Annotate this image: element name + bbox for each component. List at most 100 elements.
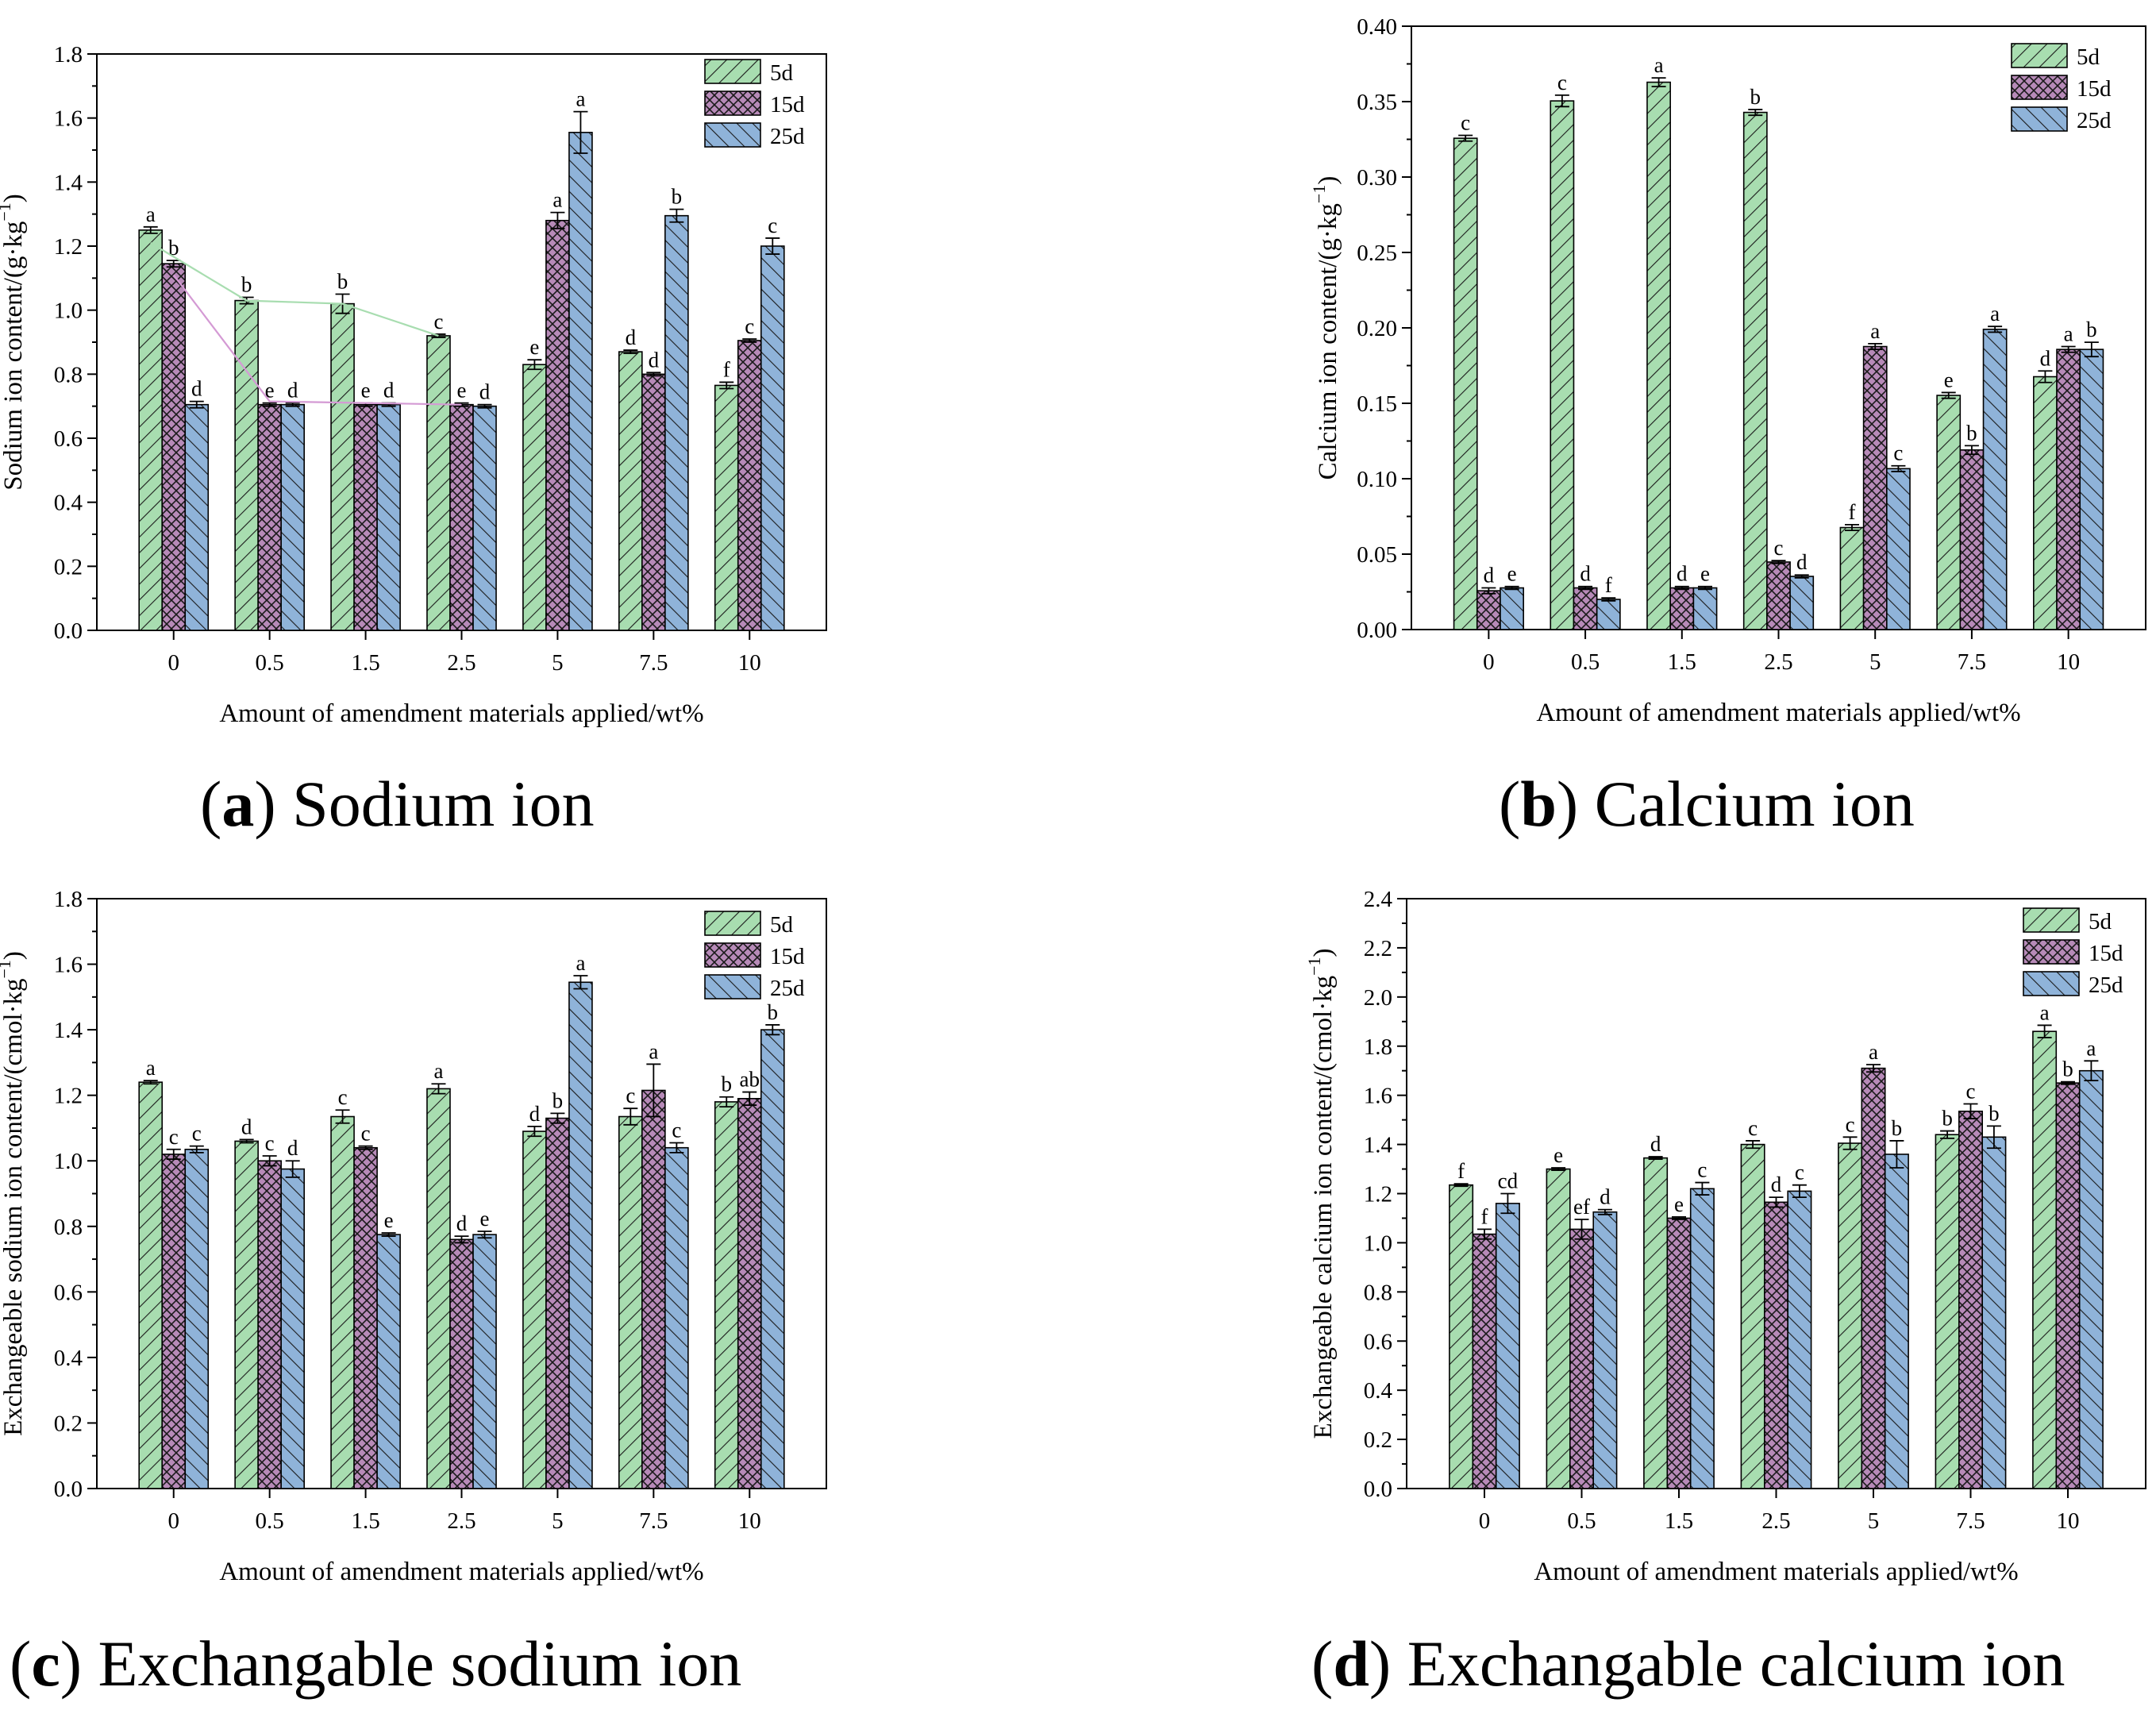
- y-axis-title-tail: ): [1314, 176, 1342, 185]
- significance-letter: b: [241, 273, 252, 297]
- significance-letter: d: [2040, 346, 2051, 370]
- y-tick-label: 0.4: [54, 491, 83, 516]
- legend-swatch-15d: [2023, 939, 2080, 965]
- y-tick-label: 0.8: [54, 1215, 83, 1240]
- legend-label-5d: 5d: [2089, 909, 2112, 934]
- significance-letter: e: [1700, 562, 1710, 586]
- y-tick-label: 1.0: [1364, 1231, 1392, 1256]
- y-tick-label: 1.0: [54, 1149, 83, 1174]
- significance-letter: b: [337, 270, 348, 294]
- y-axis-title: Exchangeable calcium ion content/(cmol·k…: [1304, 948, 1338, 1439]
- y-tick-label: 2.4: [1364, 887, 1393, 912]
- caption-b: (b) Calcium ion: [1499, 768, 1915, 840]
- x-tick-label: 10: [738, 1508, 761, 1534]
- y-axis-title-tail: ): [1309, 948, 1338, 957]
- bar-5d: [1936, 395, 1962, 630]
- bar-15d: [1472, 1233, 1497, 1489]
- bar-5d: [426, 1088, 451, 1489]
- legend-swatch-5d: [704, 59, 761, 84]
- significance-letter: d: [1677, 562, 1688, 586]
- significance-letter: f: [1849, 500, 1856, 524]
- legend-label-25d: 25d: [770, 976, 805, 1001]
- legend-label-15d: 15d: [770, 944, 805, 969]
- bar-5d: [1839, 526, 1865, 630]
- bar-5d: [1550, 100, 1575, 630]
- bar-25d: [568, 981, 593, 1489]
- y-tick-label: 0.2: [54, 1411, 83, 1436]
- y-tick-label: 1.6: [1364, 1084, 1392, 1109]
- bar-5d: [1449, 1184, 1474, 1489]
- significance-letter: a: [146, 202, 156, 226]
- significance-letter: b: [1942, 1107, 1953, 1130]
- significance-letter: a: [552, 188, 562, 212]
- bar-5d: [522, 364, 547, 631]
- y-tick-label: 0.6: [1364, 1329, 1392, 1354]
- significance-letter: f: [723, 357, 730, 381]
- bar-25d: [376, 1234, 401, 1489]
- significance-letter: c: [1461, 111, 1470, 135]
- caption-b-text: Calcium ion: [1594, 768, 1915, 840]
- y-axis-title-main: Exchangeable calcium ion content/(cmol·k…: [1309, 976, 1338, 1439]
- x-tick-label: 0.5: [256, 650, 284, 676]
- x-tick-label: 10: [2057, 1508, 2080, 1534]
- y-tick-label: 2.0: [1364, 985, 1392, 1011]
- legend-label-15d: 15d: [2077, 76, 2112, 102]
- x-axis-title: Amount of amendment materials applied/wt…: [1536, 699, 2020, 727]
- significance-letter: c: [361, 1122, 371, 1146]
- bar-25d: [280, 1168, 305, 1489]
- significance-letter: d: [649, 348, 660, 372]
- bar-15d: [1958, 1110, 1984, 1489]
- significance-letter: d: [383, 379, 395, 403]
- significance-letter: c: [169, 1125, 179, 1149]
- x-tick-label: 2.5: [447, 650, 475, 676]
- bar-5d: [1935, 1134, 1960, 1489]
- bar-5d: [1453, 137, 1478, 630]
- bar-15d: [2056, 349, 2081, 630]
- y-tick-label: 1.4: [54, 1018, 83, 1043]
- significance-letter: d: [626, 325, 637, 349]
- legend-label-5d: 5d: [2077, 44, 2100, 70]
- x-tick-label: 1.5: [1665, 1508, 1693, 1534]
- x-tick-label: 10: [738, 650, 761, 676]
- bar-25d: [1981, 1136, 2007, 1489]
- significance-letter: b: [2062, 1057, 2073, 1081]
- bar-5d: [1838, 1142, 1863, 1489]
- bar-5d: [522, 1130, 547, 1489]
- legend-label-5d: 5d: [770, 912, 794, 938]
- significance-letter: a: [1990, 302, 2000, 325]
- legend-label-25d: 25d: [2077, 108, 2112, 133]
- y-axis-title: Sodium ion content/(g·kg−1): [0, 194, 28, 491]
- y-tick-label: 1.0: [54, 299, 83, 324]
- bar-15d: [737, 340, 762, 631]
- bar-5d: [618, 351, 643, 631]
- significance-letter: d: [1580, 562, 1591, 586]
- bar-25d: [1500, 587, 1524, 630]
- y-tick-label: 0.15: [1357, 391, 1397, 417]
- significance-letter: d: [479, 380, 491, 404]
- bar-15d: [1766, 561, 1791, 630]
- bar-15d: [737, 1097, 762, 1489]
- bar-25d: [184, 403, 210, 631]
- significance-letter: c: [265, 1131, 275, 1155]
- bar-15d: [2055, 1082, 2081, 1489]
- significance-letter: d: [241, 1115, 252, 1138]
- bar-15d: [161, 1154, 187, 1489]
- x-tick-label: 0: [1483, 649, 1495, 675]
- legend-swatch-5d: [704, 911, 761, 936]
- bar-15d: [1862, 345, 1888, 630]
- bar-15d: [257, 403, 282, 631]
- bar-5d: [714, 384, 739, 631]
- bar-25d: [664, 1146, 689, 1489]
- bar-25d: [2078, 1069, 2104, 1489]
- bar-15d: [1569, 1228, 1595, 1489]
- y-tick-label: 1.2: [54, 1084, 83, 1109]
- x-tick-label: 5: [1869, 649, 1881, 675]
- x-tick-label: 5: [1868, 1508, 1880, 1534]
- significance-letter: d: [287, 379, 298, 403]
- x-tick-label: 0: [1479, 1508, 1491, 1534]
- significance-letter: c: [1557, 71, 1567, 94]
- significance-letter: b: [2086, 318, 2097, 341]
- x-tick-label: 0.5: [1571, 649, 1600, 675]
- significance-letter: a: [146, 1056, 156, 1080]
